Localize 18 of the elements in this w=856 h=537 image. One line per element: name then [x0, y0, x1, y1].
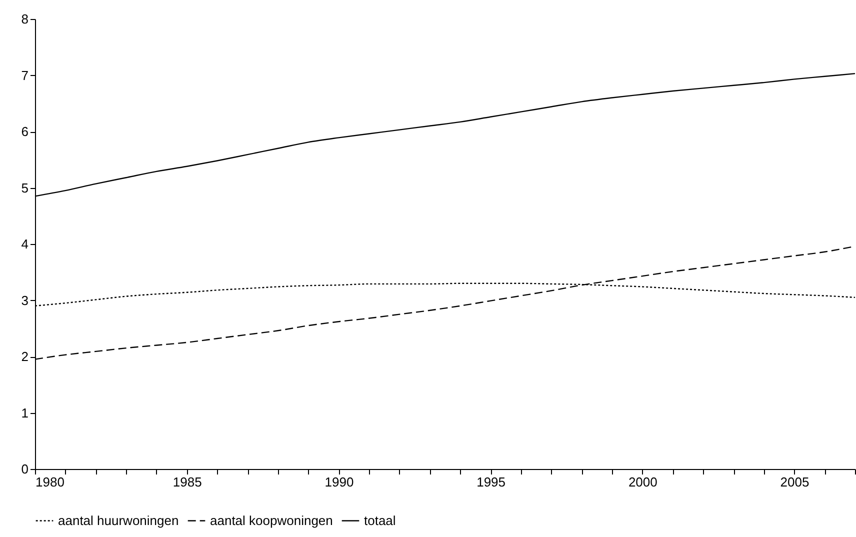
x-tick-label: 1985 [172, 474, 202, 490]
x-tick-label: 1980 [36, 474, 64, 490]
legend-label: aantal huurwoningen [58, 512, 179, 528]
legend-label: aantal koopwoningen [210, 512, 333, 528]
y-tick-label: 8 [21, 12, 28, 26]
x-tick-label: 2005 [780, 474, 810, 490]
legend-label: totaal [364, 512, 396, 528]
y-tick-label: 5 [21, 180, 28, 196]
y-tick-label: 7 [21, 68, 28, 83]
y-tick-label: 2 [21, 349, 28, 364]
x-tick-label: 2000 [628, 474, 658, 490]
y-tick-label: 0 [21, 462, 28, 476]
y-tick-label: 3 [21, 292, 28, 308]
x-tick-label: 1995 [476, 474, 506, 490]
y-tick-label: 6 [21, 124, 28, 139]
y-tick-label: 4 [21, 236, 28, 252]
y-tick-label: 1 [21, 405, 28, 420]
x-tick-label: 1990 [324, 474, 354, 490]
